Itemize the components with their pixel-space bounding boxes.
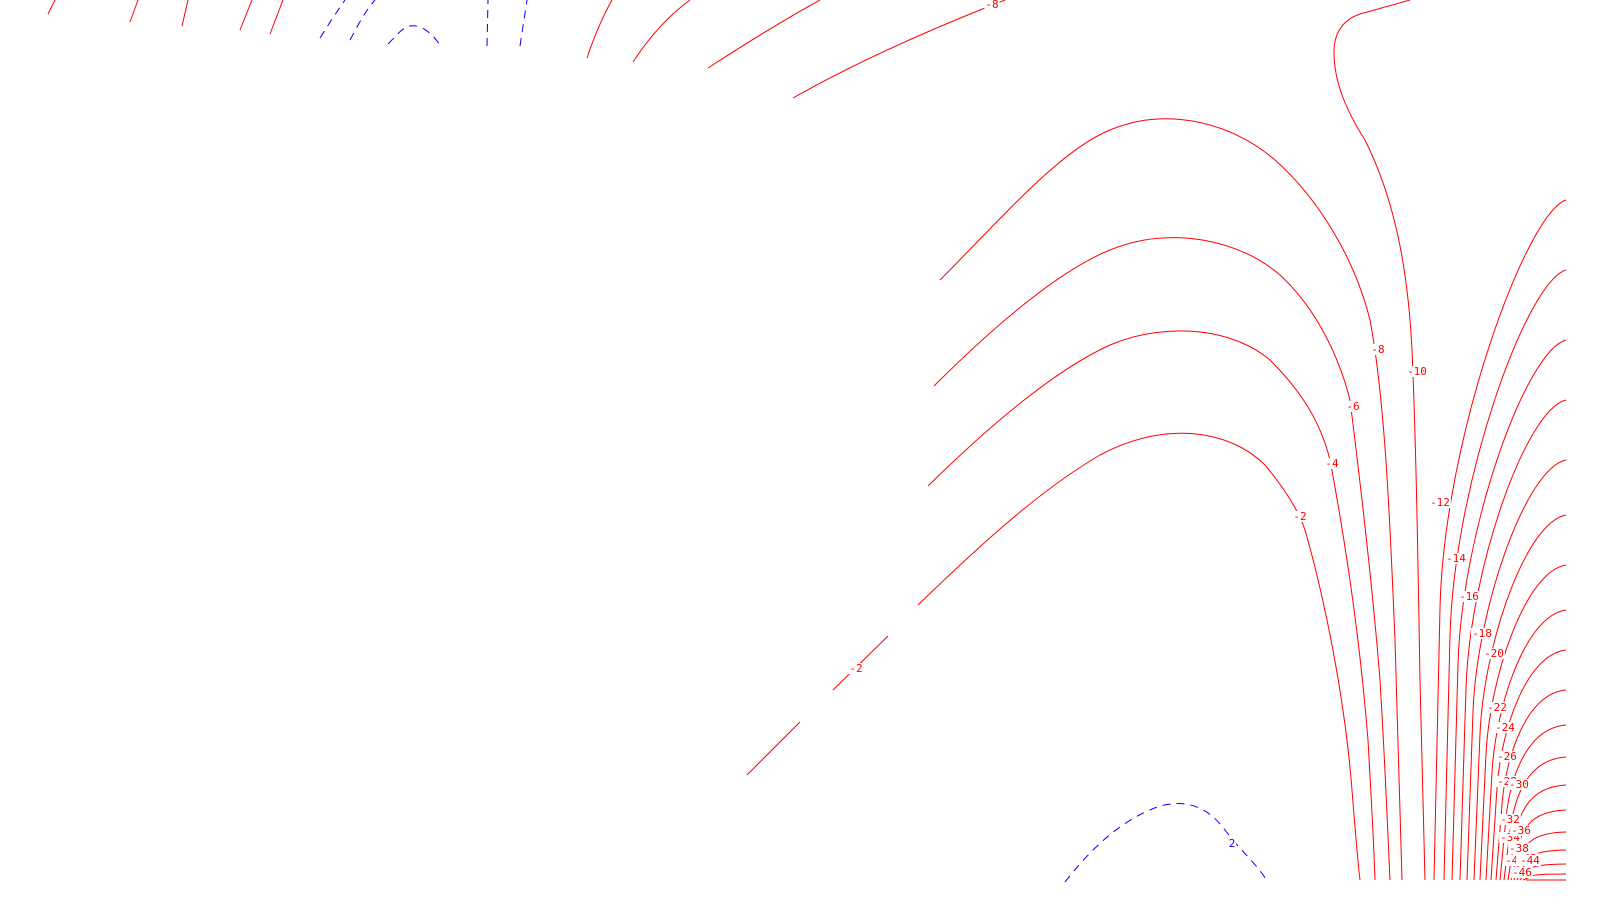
contour-labels: -8 -8 -10 -6 -4 -12 -2 -14 -16 -18 -20 -2 -22 -24 -26 -…	[848, 0, 1541, 879]
contour-label-bg	[1499, 832, 1521, 843]
contour-label-bg	[1496, 776, 1518, 787]
contour-lines	[47, 0, 1567, 883]
contour-label: -16	[1459, 590, 1479, 603]
contour-label-bg	[1458, 591, 1480, 602]
contour-label-bg	[1499, 814, 1521, 825]
contour-line	[387, 25, 443, 49]
contour-line	[1064, 802, 1269, 883]
contour-line	[1433, 199, 1567, 881]
contour-line	[129, 0, 139, 23]
contour-label-bg	[1494, 722, 1516, 733]
contour-line	[1451, 339, 1567, 881]
contour-label: 2	[1229, 837, 1236, 850]
contour-label-bg	[1227, 838, 1237, 849]
contour-label-bg	[984, 0, 1000, 10]
contour-label: -10	[1407, 365, 1427, 378]
contour-label: -38	[1509, 842, 1529, 855]
contour-line	[939, 118, 1403, 881]
contour-label-bg	[1345, 401, 1361, 412]
contour-line	[917, 432, 1361, 881]
contour-line	[1459, 399, 1567, 881]
contour-label: -36	[1511, 824, 1531, 837]
contour-label: -4	[1325, 457, 1339, 470]
contour-line	[1485, 609, 1567, 881]
contour-line	[181, 0, 189, 27]
contour-label: -6	[1346, 400, 1359, 413]
contour-label-bg	[1292, 511, 1308, 522]
contour-label: -26	[1497, 750, 1517, 763]
contour-line	[1495, 689, 1567, 881]
contour-line	[519, 0, 528, 47]
contour-line	[746, 721, 801, 776]
contour-label: -30	[1509, 778, 1529, 791]
contour-label-bg	[1510, 825, 1532, 836]
contour-label-bg	[1508, 843, 1530, 854]
contour-line	[707, 0, 821, 69]
contour-label-bg	[1496, 751, 1518, 762]
contour-label-bg	[1519, 855, 1541, 866]
contour-line	[1479, 564, 1567, 881]
contour-label: -8	[985, 0, 998, 11]
contour-line	[632, 0, 691, 63]
contour-label-bg	[1406, 366, 1428, 377]
contour-line	[586, 0, 613, 59]
contour-label: -2	[1293, 510, 1306, 523]
contour-label-bg	[848, 663, 864, 674]
contour-label: -32	[1500, 813, 1520, 826]
contour-line	[1499, 724, 1567, 881]
contour-line	[269, 0, 284, 35]
contour-line	[927, 330, 1376, 881]
contour-line	[319, 0, 346, 39]
contour-label-bg	[1324, 458, 1340, 469]
contour-label: -22	[1487, 701, 1507, 714]
contour-label: -12	[1430, 496, 1450, 509]
contour-label-bg	[1429, 497, 1451, 508]
contour-line	[239, 0, 253, 31]
contour-line	[933, 237, 1391, 881]
contour-label: -46	[1512, 866, 1532, 879]
contour-line	[1443, 269, 1567, 881]
contour-line	[1473, 514, 1567, 881]
contour-label-bg	[1445, 553, 1467, 564]
contour-line	[1333, 0, 1426, 881]
contour-line	[486, 0, 489, 47]
contour-label-bg	[1508, 779, 1530, 790]
contour-label: -20	[1484, 647, 1504, 660]
contour-label: -18	[1472, 627, 1492, 640]
contour-line	[47, 0, 56, 15]
contour-line	[792, 0, 1006, 99]
contour-label: -8	[1371, 343, 1384, 356]
contour-line	[349, 0, 376, 41]
contour-label-bg	[1486, 702, 1508, 713]
contour-label-bg	[1483, 648, 1505, 659]
contour-label: -14	[1446, 552, 1466, 565]
contour-label-bg	[1370, 344, 1386, 355]
contour-label-bg	[1504, 855, 1526, 866]
contour-label: -44	[1520, 854, 1540, 867]
contour-label-bg	[1511, 867, 1533, 878]
contour-line	[1466, 459, 1567, 881]
contour-label: -2	[849, 662, 862, 675]
contour-label-bg	[1471, 628, 1493, 639]
contour-label: -24	[1495, 721, 1515, 734]
